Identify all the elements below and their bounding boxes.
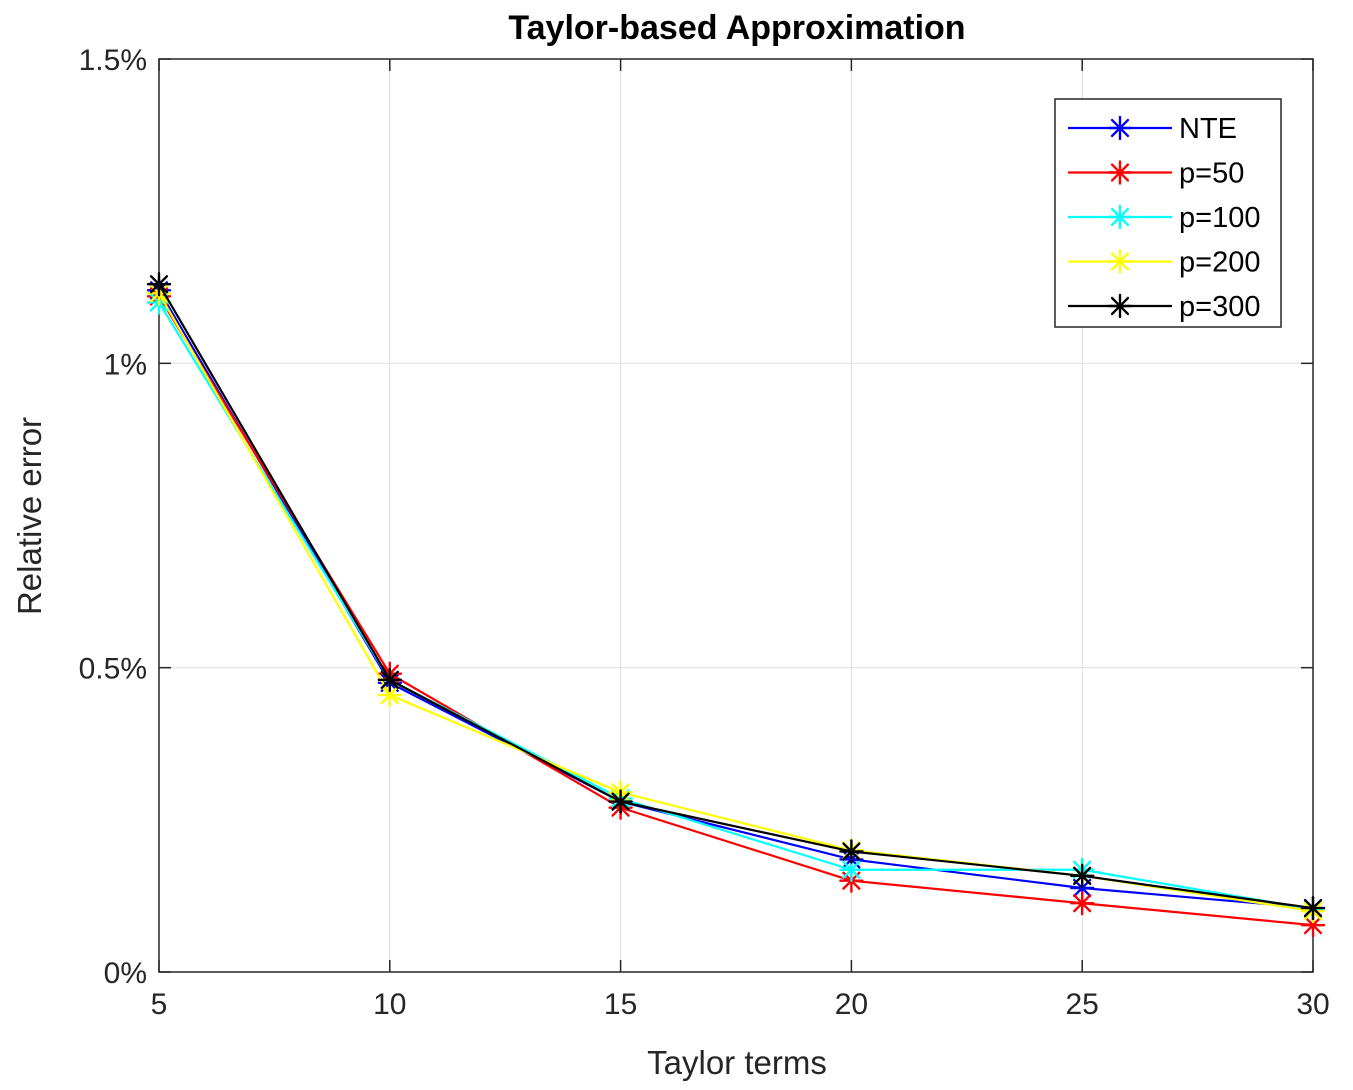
y-tick-label: 1.5% [79, 44, 147, 77]
plot-area-frame [158, 58, 1314, 973]
legend-label: p=100 [1179, 202, 1260, 234]
y-axis-label: Relative error [11, 417, 48, 615]
data-point [1069, 863, 1095, 889]
y-tick-label: 0.5% [79, 653, 147, 686]
legend-marker [1107, 293, 1133, 319]
series-p=300 [146, 272, 1326, 921]
data-point [1069, 891, 1095, 916]
data-point [146, 272, 172, 297]
legend-item: p=200 [1068, 247, 1260, 279]
legend-label: p=300 [1179, 291, 1260, 323]
legend-item: NTE [1068, 113, 1237, 145]
data-point [608, 789, 633, 814]
axis-ticks: 5 10 15 20 25 30 0% 0.5% 1% 1.5% [79, 44, 1330, 1021]
legend-item: p=50 [1068, 158, 1244, 190]
legend-box [1054, 98, 1282, 328]
legend-marker [1107, 160, 1133, 185]
legend-item: p=100 [1068, 202, 1260, 234]
data-point [377, 667, 402, 693]
y-tick-label: 1% [104, 348, 147, 381]
data-point [1300, 895, 1326, 921]
data-point [839, 839, 864, 864]
legend-label: p=50 [1179, 158, 1244, 190]
x-tick-label: 10 [373, 988, 406, 1021]
legend-marker [1107, 249, 1133, 274]
x-tick-label: 25 [1066, 988, 1099, 1021]
legend-item: p=300 [1068, 291, 1260, 323]
y-tick-label: 0% [104, 957, 147, 990]
legend: NTE p=50 p=100 p=200 p=300 [1054, 98, 1282, 328]
x-tick-label: 30 [1296, 988, 1329, 1021]
x-tick-label: 20 [835, 988, 868, 1021]
series-line [158, 283, 1314, 910]
series-lines [146, 272, 1326, 938]
chart-title: Taylor-based Approximation [508, 9, 965, 47]
legend-marker [1107, 204, 1133, 230]
x-tick-label: 15 [604, 988, 637, 1021]
legend-marker [1107, 115, 1133, 141]
series-line [158, 301, 1314, 911]
series-line [158, 295, 1314, 927]
legend-label: p=200 [1179, 247, 1260, 279]
x-tick-label: 5 [151, 988, 168, 1021]
legend-label: NTE [1179, 113, 1237, 145]
x-axis-label: Taylor terms [647, 1044, 827, 1081]
